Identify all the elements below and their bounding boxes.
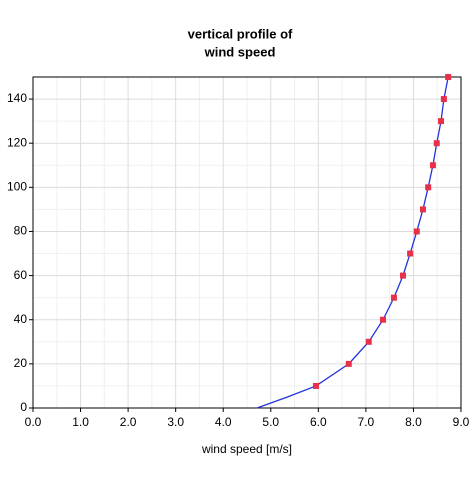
y-tick-label: 60: [14, 268, 28, 282]
x-tick-label: 3.0: [167, 415, 184, 429]
data-point: [399, 272, 406, 279]
data-point: [438, 118, 445, 125]
data-point: [365, 338, 372, 345]
data-point: [445, 74, 452, 80]
y-tick-label: 80: [14, 224, 28, 238]
chart-title: vertical profile of: [188, 26, 293, 41]
data-point: [440, 96, 447, 103]
data-point: [433, 140, 440, 147]
x-tick-label: 4.0: [215, 415, 232, 429]
series-line: [256, 76, 449, 409]
data-point: [380, 316, 387, 323]
x-tick-label: 5.0: [262, 415, 279, 429]
x-tick-label: 7.0: [358, 415, 375, 429]
x-tick-label: 8.0: [405, 415, 422, 429]
plot-frame: [32, 76, 462, 409]
y-tick-label: 140: [7, 91, 27, 105]
data-point: [413, 228, 420, 235]
data-point: [312, 382, 319, 389]
data-point: [390, 294, 397, 301]
data-point: [345, 360, 352, 367]
x-axis-label: wind speed [m/s]: [201, 442, 292, 456]
data-point: [407, 250, 414, 257]
data-point: [419, 206, 426, 213]
x-tick-label: 9.0: [453, 415, 470, 429]
chart-title: wind speed: [204, 44, 276, 59]
y-tick-label: 120: [7, 135, 27, 149]
y-tick-label: 0: [20, 400, 27, 414]
x-tick-label: 1.0: [72, 415, 89, 429]
data-point: [425, 184, 432, 191]
y-tick-label: 20: [14, 356, 28, 370]
y-tick-label: 100: [7, 180, 27, 194]
x-tick-label: 6.0: [310, 415, 327, 429]
x-tick-label: 0.0: [25, 415, 42, 429]
data-point: [429, 162, 436, 169]
x-tick-label: 2.0: [120, 415, 137, 429]
y-tick-label: 40: [14, 312, 28, 326]
